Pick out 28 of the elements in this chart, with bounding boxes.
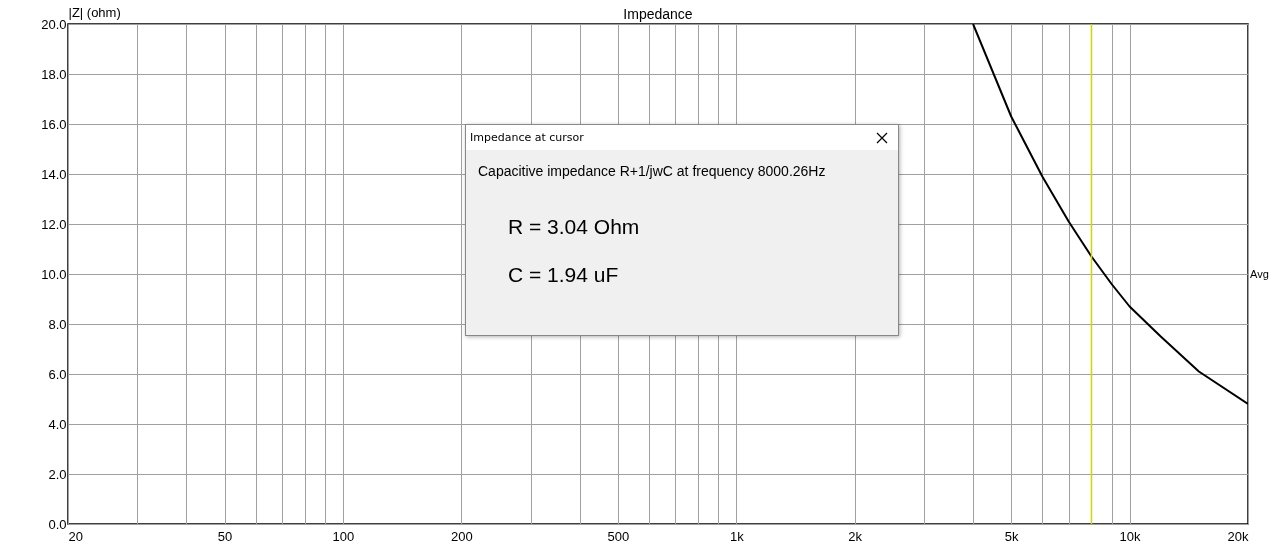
y-tick-label: 20.0 bbox=[41, 16, 67, 32]
x-tick-label: 50 bbox=[217, 528, 233, 544]
x-tick-label: 200 bbox=[450, 528, 473, 544]
x-tick-label: 20k bbox=[1227, 528, 1249, 544]
y-tick-label: 4.0 bbox=[48, 416, 67, 432]
y-tick-label: 12.0 bbox=[41, 216, 67, 232]
y-tick-label: 8.0 bbox=[48, 316, 67, 332]
x-tick-label: 100 bbox=[332, 528, 355, 544]
annotation: Capacitive impedance R+1/jwC at frequency 8000.26Hz bbox=[478, 163, 827, 179]
annotation: C = 1.94 uF bbox=[508, 263, 620, 287]
y-tick-label: 10.0 bbox=[41, 266, 67, 282]
x-tick-label: 2k bbox=[848, 528, 863, 544]
y-tick-label: 0.0 bbox=[48, 516, 67, 532]
x-tick-label: 20 bbox=[68, 528, 83, 544]
annotation: Impedance at cursor bbox=[469, 130, 585, 146]
x-tick-label: 500 bbox=[607, 528, 630, 544]
y-tick-label: 14.0 bbox=[41, 166, 67, 182]
x-tick-label: 1k bbox=[729, 528, 745, 544]
annotation: R = 3.04 Ohm bbox=[508, 215, 641, 239]
y-tick-label: 18.0 bbox=[41, 66, 67, 82]
y-tick-label: 2.0 bbox=[48, 466, 67, 482]
y-tick-label: 16.0 bbox=[41, 116, 67, 132]
x-tick-label: 10k bbox=[1119, 528, 1142, 544]
y-tick-label: 6.0 bbox=[48, 366, 67, 382]
text: Avg bbox=[1250, 268, 1269, 280]
x-tick-label: 5k bbox=[1004, 528, 1020, 544]
chart-title: Impedance bbox=[623, 6, 693, 22]
y-axis-title: |Z| (ohm) bbox=[68, 4, 121, 20]
